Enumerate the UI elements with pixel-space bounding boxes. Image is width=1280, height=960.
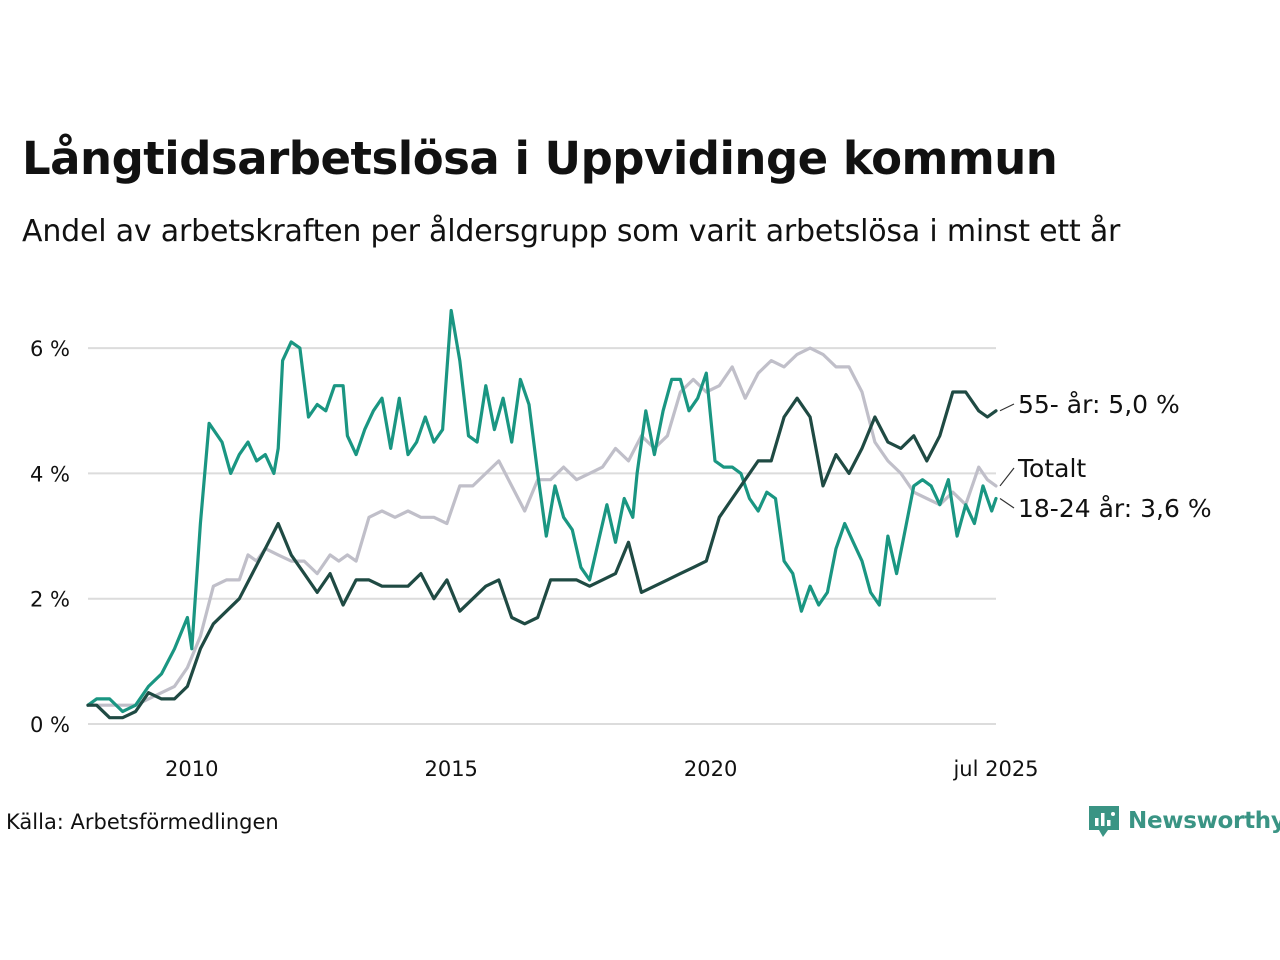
chart-title: Långtidsarbetslösa i Uppvidinge kommun — [22, 132, 1058, 185]
series-label-old: 55- år: 5,0 % — [1018, 390, 1180, 419]
leader-line — [999, 467, 1015, 487]
x-tick-label: 2010 — [165, 757, 218, 781]
x-tick-label: 2020 — [684, 757, 737, 781]
leader-line — [999, 403, 1015, 412]
brand-logo[interactable]: Newsworthy — [1088, 804, 1280, 838]
series-label-total: Totalt — [1017, 454, 1086, 483]
y-tick-label: 2 % — [30, 588, 70, 612]
series-line-old — [86, 390, 998, 720]
newsworthy-logo-icon — [1089, 806, 1119, 837]
leader-line — [999, 497, 1015, 509]
series-line-total — [86, 346, 998, 707]
x-axis-labels: 2010 2015 2020 jul 2025 — [165, 757, 1039, 781]
y-tick-label: 4 % — [30, 462, 70, 486]
series-label-young: 18-24 år: 3,6 % — [1018, 494, 1212, 523]
source-note: Källa: Arbetsförmedlingen — [6, 810, 279, 834]
series-end-labels: 55- år: 5,0 % Totalt 18-24 år: 3,6 % — [999, 390, 1212, 523]
y-axis-labels: 0 % 2 % 4 % 6 % — [30, 337, 70, 737]
chart-subtitle: Andel av arbetskraften per åldersgrupp s… — [22, 214, 1121, 249]
brand-name: Newsworthy — [1128, 808, 1280, 834]
series-line-young — [86, 308, 998, 714]
x-tick-label: jul 2025 — [952, 757, 1038, 781]
grid-lines — [88, 347, 996, 725]
x-tick-label: 2015 — [424, 757, 477, 781]
series-lines — [86, 308, 998, 720]
y-tick-label: 6 % — [30, 337, 70, 361]
y-tick-label: 0 % — [30, 713, 70, 737]
